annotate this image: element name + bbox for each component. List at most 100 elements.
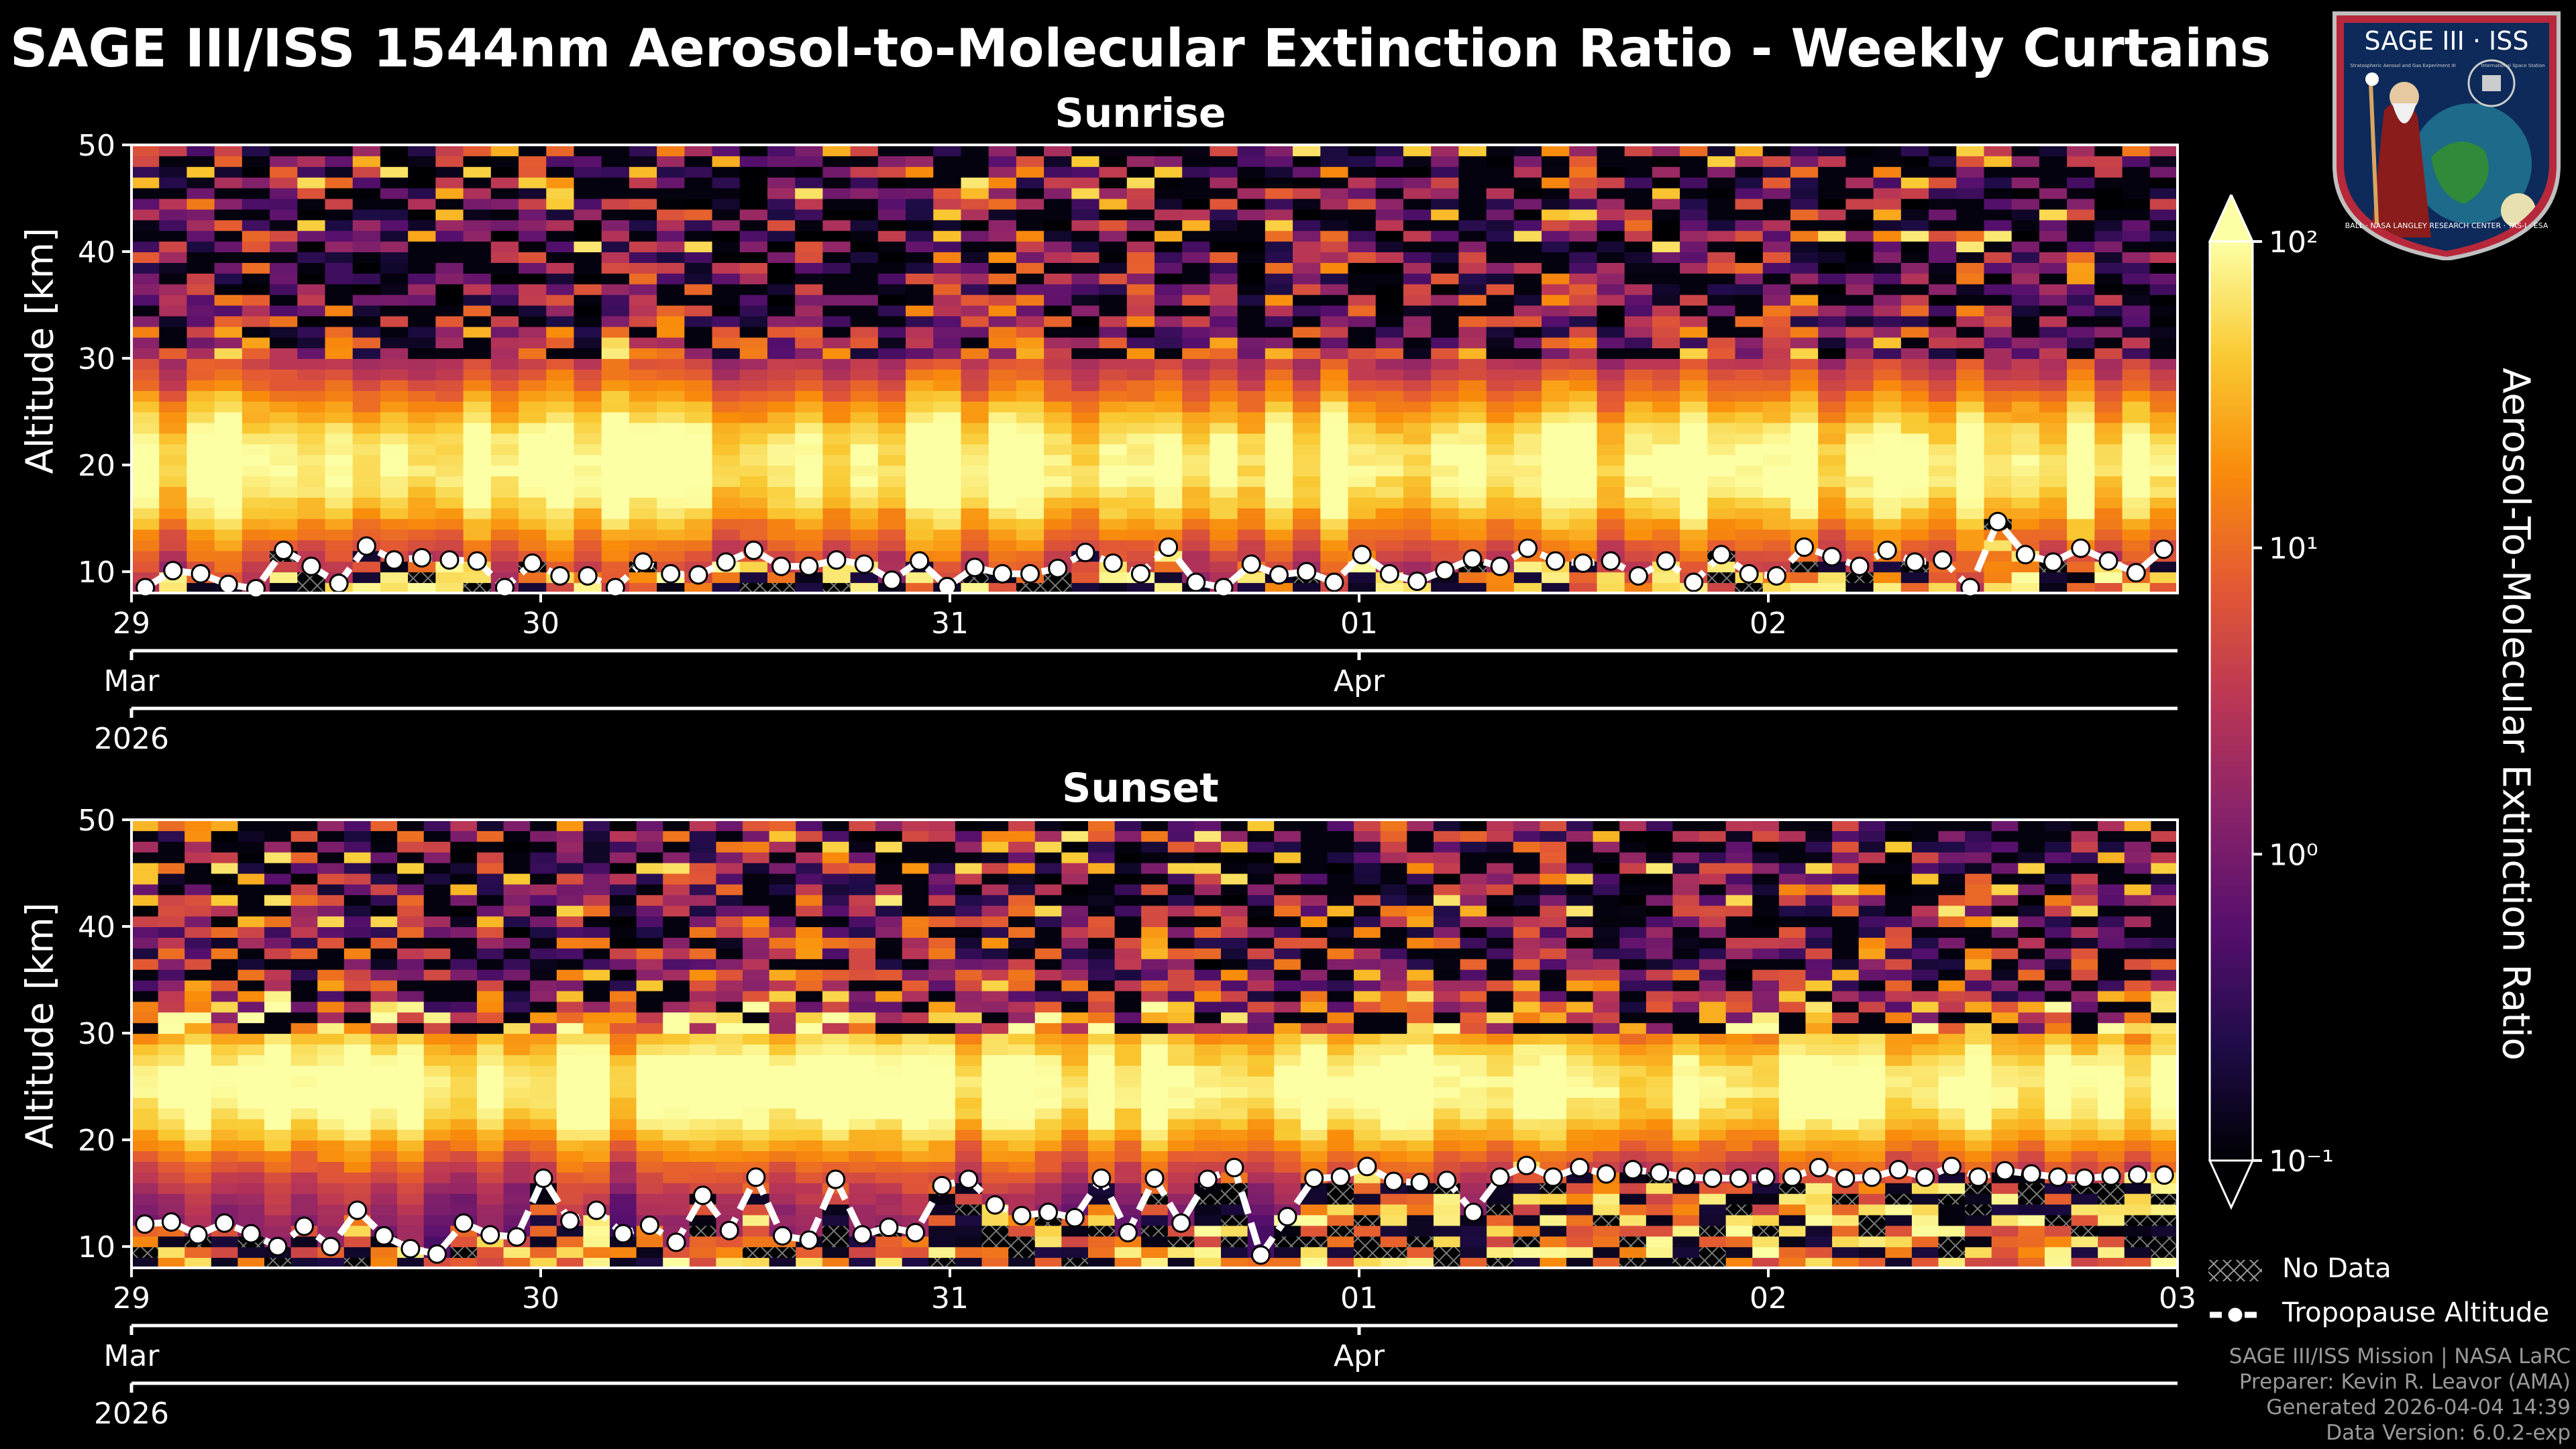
data-cell xyxy=(1735,252,1764,263)
data-cell xyxy=(1403,198,1432,210)
data-cell xyxy=(1087,830,1116,842)
data-cell xyxy=(1569,400,1598,413)
data-cell xyxy=(2149,379,2178,391)
data-cell xyxy=(352,486,381,498)
data-cell xyxy=(1542,155,1570,167)
data-cell xyxy=(796,1182,823,1194)
data-cell xyxy=(1087,894,1116,906)
data-cell xyxy=(1403,252,1432,263)
data-cell xyxy=(1873,294,1902,306)
data-cell xyxy=(158,905,186,917)
data-cell xyxy=(1034,1054,1063,1066)
data-cell xyxy=(877,230,907,242)
data-cell xyxy=(159,305,188,317)
data-cell xyxy=(1900,400,1930,413)
data-cell xyxy=(961,262,989,274)
data-cell xyxy=(1431,422,1460,434)
data-cell xyxy=(186,400,215,413)
data-cell xyxy=(906,518,934,530)
data-cell xyxy=(1265,294,1294,306)
data-cell xyxy=(317,1108,345,1120)
data-cell xyxy=(1458,187,1487,199)
data-cell xyxy=(546,209,575,221)
data-cell xyxy=(1061,830,1089,842)
data-cell xyxy=(297,209,326,221)
data-cell xyxy=(712,507,741,519)
data-cell xyxy=(1114,1140,1142,1152)
data-cell xyxy=(2094,476,2123,487)
data-cell xyxy=(1652,507,1681,519)
data-cell xyxy=(663,969,690,981)
data-cell xyxy=(408,507,437,519)
data-cell xyxy=(1034,1012,1063,1024)
data-cell xyxy=(822,454,851,466)
data-cell xyxy=(214,411,243,423)
plot-frame xyxy=(130,144,2179,594)
data-cell xyxy=(906,454,934,466)
data-cell xyxy=(601,326,630,338)
data-cell xyxy=(1707,219,1736,231)
data-cell xyxy=(1984,422,2012,434)
data-cell xyxy=(435,166,464,178)
data-cell xyxy=(1114,1086,1142,1098)
data-cell xyxy=(211,916,239,928)
data-cell xyxy=(663,916,690,928)
data-cell xyxy=(739,305,768,317)
data-cell xyxy=(1008,958,1036,970)
data-cell xyxy=(739,400,768,413)
data-cell xyxy=(343,1129,372,1141)
data-cell xyxy=(716,1108,744,1120)
tropopause-point xyxy=(1159,537,1179,557)
data-cell xyxy=(739,219,768,231)
data-cell xyxy=(955,905,983,917)
data-cell xyxy=(1403,539,1432,551)
data-cell xyxy=(1403,272,1432,284)
data-cell xyxy=(1141,1203,1169,1216)
data-cell xyxy=(343,820,372,831)
data-cell xyxy=(906,507,934,519)
data-cell xyxy=(1375,358,1404,370)
data-cell xyxy=(1762,454,1791,466)
data-cell xyxy=(237,1193,266,1205)
data-cell xyxy=(1016,422,1045,434)
data-cell xyxy=(1762,358,1791,370)
data-cell xyxy=(1087,1022,1116,1034)
data-cell xyxy=(241,369,271,380)
data-cell xyxy=(1569,272,1598,284)
data-cell xyxy=(435,411,464,423)
data-cell xyxy=(657,198,686,210)
data-cell xyxy=(822,820,850,831)
data-cell xyxy=(663,1171,690,1183)
data-cell xyxy=(1265,550,1294,562)
data-cell xyxy=(1652,518,1681,530)
data-cell xyxy=(743,1065,770,1077)
data-cell xyxy=(981,1022,1010,1034)
data-cell xyxy=(1293,315,1322,327)
data-cell xyxy=(2122,465,2151,477)
data-cell xyxy=(1210,358,1238,370)
data-cell xyxy=(2011,272,2040,284)
data-cell xyxy=(408,422,437,434)
data-cell xyxy=(131,337,160,349)
data-cell xyxy=(1680,561,1709,573)
data-cell xyxy=(769,1140,797,1152)
data-cell xyxy=(663,1182,690,1194)
data-cell xyxy=(1900,315,1930,327)
data-cell xyxy=(796,1001,823,1013)
data-cell xyxy=(1458,326,1487,338)
data-cell xyxy=(1790,315,1819,327)
data-cell xyxy=(1265,262,1294,274)
data-cell xyxy=(1194,851,1222,863)
data-cell xyxy=(352,241,381,253)
data-cell xyxy=(822,916,850,928)
data-cell xyxy=(1237,219,1266,231)
data-cell xyxy=(822,219,851,231)
data-cell xyxy=(739,411,768,423)
data-cell xyxy=(1569,433,1598,445)
data-cell xyxy=(1375,400,1404,413)
data-cell xyxy=(1099,305,1128,317)
data-cell xyxy=(186,443,215,455)
data-cell xyxy=(850,390,879,402)
data-cell xyxy=(906,369,934,380)
data-cell xyxy=(131,1182,159,1194)
